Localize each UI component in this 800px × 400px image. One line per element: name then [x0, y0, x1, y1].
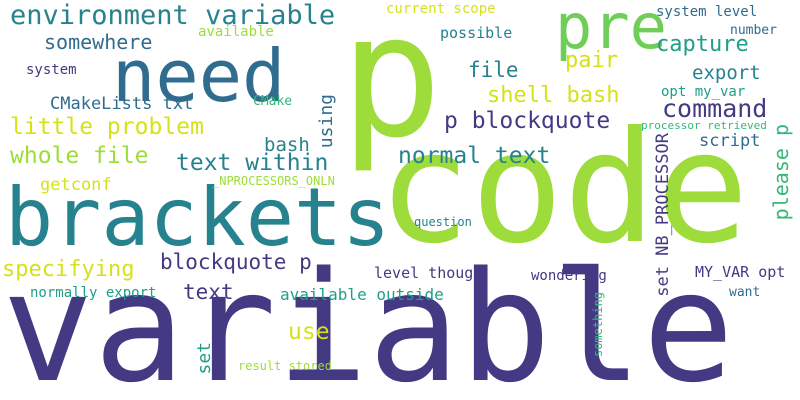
word-please-p: please p	[769, 124, 793, 221]
word-brackets: brackets	[5, 171, 391, 264]
word-somewhere: somewhere	[44, 30, 153, 54]
word-bash: bash	[264, 134, 310, 156]
word-need: need	[112, 34, 286, 118]
word-cmakelists-txt: CMakeLists txt	[50, 94, 194, 114]
word-export: export	[692, 62, 761, 84]
word-code: code	[378, 99, 749, 278]
word-normally-export: normally export	[30, 285, 157, 301]
word-current-scope: current scope	[386, 1, 496, 17]
word-capture: capture	[656, 32, 749, 57]
word-shell-bash: shell bash	[487, 83, 620, 108]
word-pre: pre	[555, 0, 667, 63]
word-nprocessors-onln: _NPROCESSORS_ONLN	[212, 174, 335, 188]
word-using: using	[316, 94, 337, 149]
word-set-nb-processor: set NB_PROCESSOR	[653, 133, 673, 297]
word-use: use	[288, 319, 330, 345]
word-little-problem: little problem	[10, 114, 204, 140]
word-specifying: specifying	[2, 257, 135, 282]
word-possible: possible	[440, 24, 513, 42]
word-file: file	[468, 58, 519, 82]
word-something: something	[591, 292, 605, 358]
word-text: text	[183, 280, 234, 304]
word-result-stored: result stored	[238, 359, 332, 373]
word-available: available	[198, 24, 274, 40]
word-available-outside: available outside	[280, 285, 444, 304]
word-variable: variable	[2, 239, 735, 400]
word-normal-text: normal text	[398, 143, 551, 169]
word-pair: pair	[565, 48, 618, 73]
word-environment-variable: environment variable	[10, 0, 336, 31]
word-level-though: level though	[374, 264, 483, 282]
word-p-blockquote: p blockquote	[444, 108, 611, 134]
word-cmake: CMake	[253, 94, 293, 109]
word-command: command	[662, 94, 768, 123]
word-blockquote-p: blockquote p	[160, 250, 312, 274]
word-processor-retrieved: processor retrieved	[641, 119, 767, 132]
word-opt-my-var: opt my_var	[661, 84, 746, 100]
word-p: p	[340, 0, 443, 176]
word-script: script	[699, 131, 761, 151]
word-number: number	[730, 23, 777, 38]
word-want: want	[729, 285, 761, 300]
word-system: system	[26, 62, 77, 78]
word-wondering: wondering	[531, 268, 607, 284]
word-whole-file: whole file	[10, 143, 149, 169]
word-question: question	[414, 215, 472, 229]
word-set: set	[194, 342, 215, 375]
word-system-level: system level	[656, 4, 758, 20]
word-my-var-opt: MY_VAR opt	[695, 263, 786, 281]
word-getconf: getconf	[40, 175, 112, 195]
word-text-within: text within	[176, 150, 329, 176]
